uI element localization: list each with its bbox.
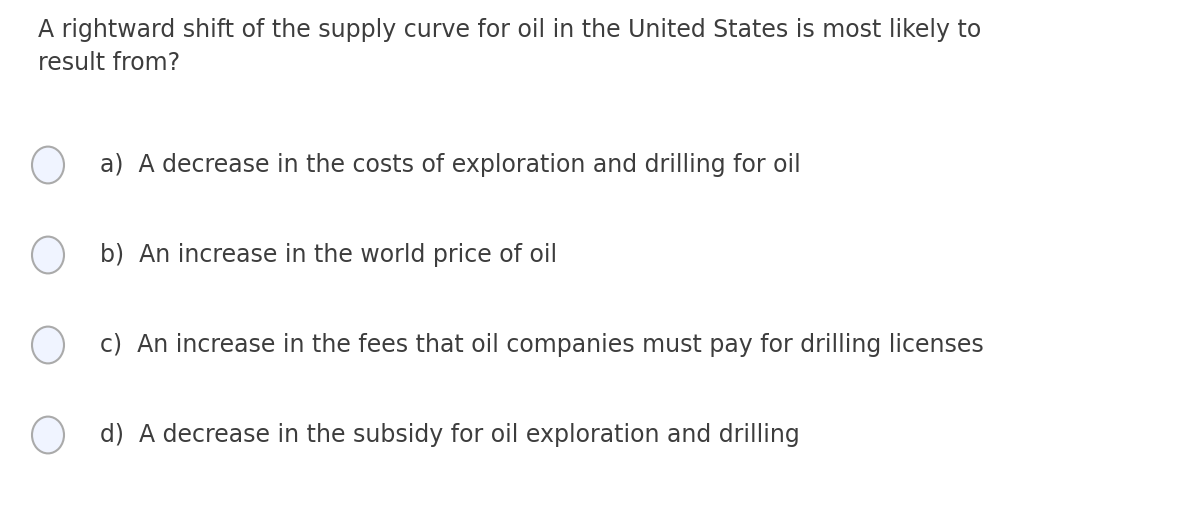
Ellipse shape [32,326,64,363]
Text: d)  A decrease in the subsidy for oil exploration and drilling: d) A decrease in the subsidy for oil exp… [100,423,799,447]
Ellipse shape [32,417,64,453]
Ellipse shape [32,236,64,274]
Text: a)  A decrease in the costs of exploration and drilling for oil: a) A decrease in the costs of exploratio… [100,153,800,177]
Ellipse shape [32,146,64,184]
Text: b)  An increase in the world price of oil: b) An increase in the world price of oil [100,243,557,267]
Text: A rightward shift of the supply curve for oil in the United States is most likel: A rightward shift of the supply curve fo… [38,18,982,75]
Text: c)  An increase in the fees that oil companies must pay for drilling licenses: c) An increase in the fees that oil comp… [100,333,984,357]
